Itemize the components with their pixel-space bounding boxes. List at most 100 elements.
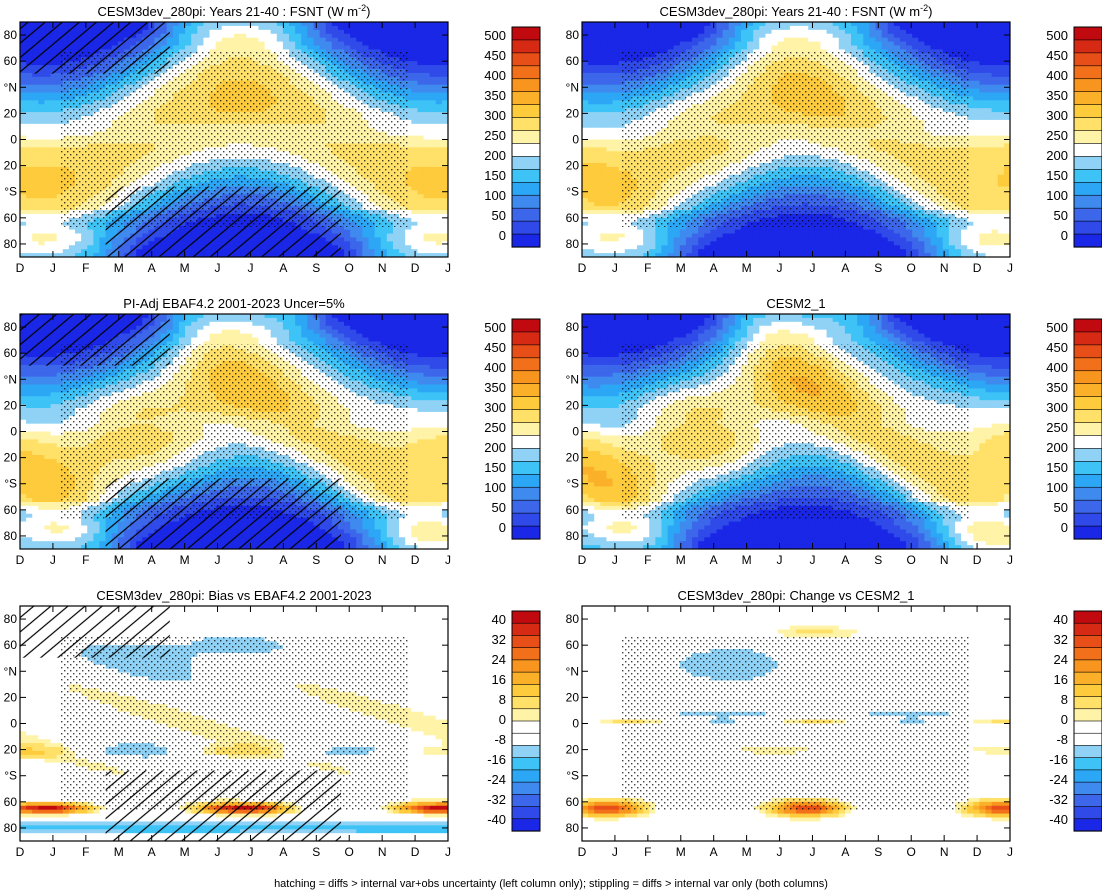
heatmap-cell bbox=[588, 128, 595, 132]
heatmap-cell bbox=[594, 226, 601, 230]
heatmap-cell bbox=[588, 136, 595, 140]
heatmap-cell bbox=[436, 77, 443, 81]
heatmap-cell bbox=[430, 132, 437, 136]
heatmap-cell bbox=[424, 112, 431, 116]
heatmap-cell bbox=[326, 26, 333, 30]
heatmap-cell bbox=[38, 85, 45, 89]
x-tick-label: N bbox=[378, 261, 387, 275]
heatmap-cell bbox=[582, 222, 589, 226]
heatmap-cell bbox=[20, 96, 27, 100]
heatmap-cell bbox=[185, 30, 192, 34]
heatmap-cell bbox=[38, 226, 45, 230]
heatmap-cell bbox=[228, 38, 235, 42]
heatmap-cell bbox=[277, 30, 284, 34]
heatmap-cell bbox=[606, 206, 613, 210]
heatmap-cell bbox=[600, 159, 607, 163]
heatmap-cell bbox=[600, 73, 607, 77]
heatmap-cell bbox=[344, 234, 351, 238]
heatmap-cell bbox=[417, 151, 424, 155]
heatmap-cell bbox=[411, 245, 418, 249]
heatmap-cell bbox=[606, 34, 613, 38]
heatmap-cell bbox=[594, 210, 601, 214]
heatmap-cell bbox=[20, 234, 27, 238]
heatmap-cell bbox=[436, 140, 443, 144]
heatmap-cell bbox=[631, 245, 638, 249]
heatmap-cell bbox=[44, 151, 51, 155]
heatmap-cell bbox=[588, 237, 595, 241]
heatmap-cell bbox=[38, 77, 45, 81]
heatmap-cell bbox=[436, 53, 443, 57]
hatching-overlay bbox=[106, 187, 341, 258]
heatmap-cell bbox=[32, 147, 39, 151]
heatmap-cell bbox=[51, 124, 58, 128]
heatmap-cell bbox=[430, 30, 437, 34]
heatmap-cell bbox=[38, 222, 45, 226]
heatmap-cell bbox=[265, 42, 272, 46]
heatmap-cell bbox=[430, 206, 437, 210]
heatmap-cell bbox=[246, 34, 253, 38]
heatmap-cell bbox=[32, 151, 39, 155]
heatmap-cell bbox=[606, 124, 613, 128]
heatmap-cell bbox=[38, 190, 45, 194]
heatmap-cell bbox=[320, 34, 327, 38]
heatmap-cell bbox=[613, 96, 620, 100]
heatmap-cell bbox=[369, 230, 376, 234]
heatmap-cell bbox=[424, 171, 431, 175]
heatmap-cell bbox=[582, 26, 589, 30]
heatmap-cell bbox=[411, 226, 418, 230]
heatmap-cell bbox=[295, 22, 302, 26]
heatmap-cell bbox=[399, 230, 406, 234]
heatmap-cell bbox=[417, 202, 424, 206]
heatmap-cell bbox=[625, 245, 632, 249]
heatmap-cell bbox=[216, 38, 223, 42]
heatmap-cell bbox=[185, 38, 192, 42]
heatmap-cell bbox=[411, 65, 418, 69]
heatmap-cell bbox=[606, 38, 613, 42]
heatmap-cell bbox=[332, 42, 339, 46]
heatmap-cell bbox=[375, 46, 382, 50]
heatmap-cell bbox=[387, 26, 394, 30]
heatmap-cell bbox=[258, 34, 265, 38]
heatmap-cell bbox=[594, 190, 601, 194]
heatmap-cell bbox=[588, 124, 595, 128]
heatmap-cell bbox=[99, 237, 106, 241]
heatmap-cell bbox=[594, 30, 601, 34]
heatmap-cell bbox=[606, 222, 613, 226]
heatmap-cell bbox=[265, 26, 272, 30]
heatmap-cell bbox=[613, 140, 620, 144]
heatmap-cell bbox=[613, 187, 620, 191]
heatmap-cell bbox=[424, 210, 431, 214]
heatmap-cell bbox=[606, 26, 613, 30]
heatmap-cell bbox=[246, 42, 253, 46]
heatmap-cell bbox=[216, 30, 223, 34]
heatmap-cell bbox=[594, 61, 601, 65]
heatmap-cell bbox=[301, 30, 308, 34]
heatmap-cell bbox=[289, 30, 296, 34]
heatmap-cell bbox=[411, 202, 418, 206]
heatmap-cell bbox=[44, 128, 51, 132]
heatmap-cell bbox=[240, 22, 247, 26]
heatmap-cell bbox=[582, 124, 589, 128]
heatmap-cell bbox=[411, 93, 418, 97]
heatmap-cell bbox=[362, 46, 369, 50]
heatmap-cell bbox=[283, 22, 290, 26]
heatmap-cell bbox=[393, 234, 400, 238]
heatmap-cell bbox=[411, 132, 418, 136]
heatmap-cell bbox=[649, 22, 656, 26]
heatmap-cell bbox=[430, 116, 437, 120]
heatmap-cell bbox=[411, 46, 418, 50]
heatmap-cell bbox=[411, 61, 418, 65]
heatmap-cell bbox=[51, 175, 58, 179]
heatmap-cell bbox=[424, 128, 431, 132]
heatmap-cell bbox=[430, 81, 437, 85]
heatmap-cell bbox=[424, 163, 431, 167]
heatmap-cell bbox=[594, 140, 601, 144]
heatmap-cell bbox=[436, 175, 443, 179]
heatmap-cell bbox=[38, 179, 45, 183]
heatmap-cell bbox=[173, 30, 180, 34]
heatmap-cell bbox=[588, 104, 595, 108]
heatmap-cell bbox=[417, 187, 424, 191]
heatmap-cell bbox=[625, 241, 632, 245]
heatmap-cell bbox=[87, 249, 94, 253]
heatmap-cell bbox=[436, 46, 443, 50]
